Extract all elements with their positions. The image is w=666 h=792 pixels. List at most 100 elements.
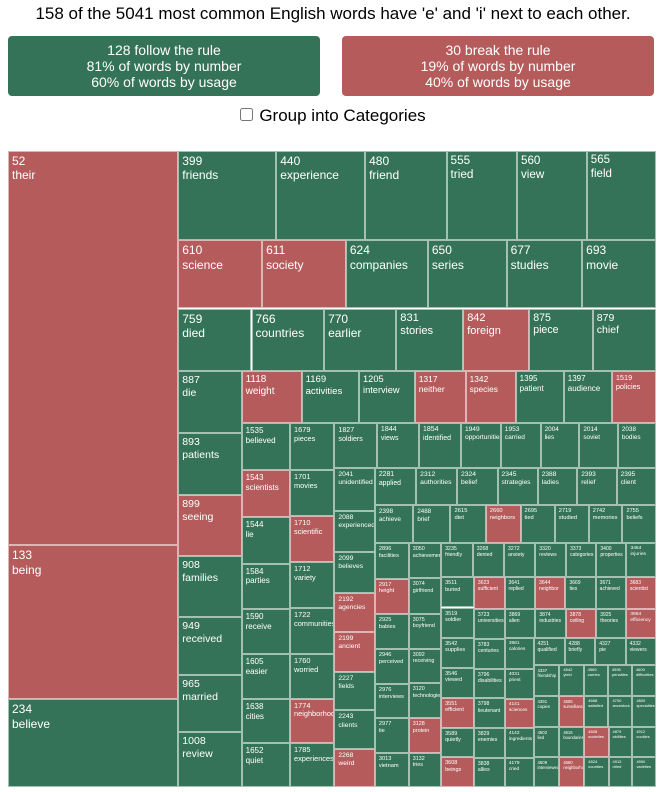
treemap-cell-piece[interactable]: 875 piece bbox=[529, 308, 593, 372]
treemap-cell-policies[interactable]: 1519 policies bbox=[611, 371, 656, 424]
treemap-cell-countries[interactable]: 766 countries bbox=[251, 308, 325, 372]
treemap-cell-families[interactable]: 908 families bbox=[178, 556, 242, 618]
treemap-cell-activities[interactable]: 1169 activities bbox=[301, 371, 360, 424]
treemap-cell-easier[interactable]: 1605 easier bbox=[241, 654, 291, 700]
treemap-cell-scientific[interactable]: 1710 scientific bbox=[290, 516, 335, 563]
treemap-cell-strategies[interactable]: 2345 strategies bbox=[497, 468, 538, 506]
treemap-cell-penalties[interactable]: 4595 penalties bbox=[607, 664, 632, 697]
treemap-cell-neighborhoods[interactable]: 4660neighborhoods bbox=[559, 756, 585, 787]
treemap-cell-facilities[interactable]: 2896 facilities bbox=[374, 543, 409, 579]
treemap-cell-boyfriend[interactable]: 3075 boyfriend bbox=[408, 613, 442, 649]
treemap-cell-science[interactable]: 610 science bbox=[178, 240, 263, 309]
treemap-cell-believed[interactable]: 1535 believed bbox=[241, 423, 291, 471]
treemap-cell-counties[interactable]: 4824 counties bbox=[584, 757, 609, 787]
treemap-cell-perceived[interactable]: 2946 perceived bbox=[374, 648, 409, 684]
treemap-cell-married[interactable]: 965 married bbox=[178, 675, 242, 733]
treemap-cell-ancestors[interactable]: 4700 ancestors bbox=[608, 696, 633, 728]
treemap-cell-calories[interactable]: 3981 calories bbox=[504, 638, 534, 669]
treemap-cell-experiences[interactable]: 1785 experiences bbox=[290, 742, 335, 787]
group-toggle[interactable]: Group into Categories bbox=[240, 106, 426, 125]
treemap-cell-agencies[interactable]: 2192 agencies bbox=[334, 593, 375, 633]
treemap-cell-weight[interactable]: 1118 weight bbox=[241, 371, 302, 424]
treemap-cell-friends[interactable]: 399 friends bbox=[178, 151, 277, 241]
treemap-cell-centuries[interactable]: 3783 centuries bbox=[473, 638, 505, 669]
treemap-cell-parties[interactable]: 1584 parties bbox=[241, 563, 291, 610]
treemap-cell-died[interactable]: 759 died bbox=[178, 308, 252, 372]
treemap-cell-being[interactable]: 133 being bbox=[8, 545, 179, 700]
treemap-cell-achievement[interactable]: 3050 achievement bbox=[408, 543, 442, 579]
treemap-cell-belief[interactable]: 2324 belief bbox=[456, 468, 498, 506]
treemap-cell-species[interactable]: 1342 species bbox=[465, 371, 516, 424]
treemap-cell-review[interactable]: 1008 review bbox=[178, 732, 242, 787]
treemap-cell-experienced[interactable]: 2088 experienced bbox=[334, 510, 375, 552]
treemap-cell-interview[interactable]: 1205 interview bbox=[359, 371, 415, 424]
treemap-cell-replied[interactable]: 3641 replied bbox=[504, 577, 535, 609]
treemap-cell-protein[interactable]: 3128 protein bbox=[408, 718, 442, 753]
treemap-cell-alien[interactable]: 3869 alien bbox=[504, 608, 536, 639]
treemap-cell-earlier[interactable]: 770 earlier bbox=[324, 308, 397, 372]
treemap-cell-beliefs[interactable]: 2755 beliefs bbox=[622, 505, 656, 544]
treemap-cell-achieve[interactable]: 2398 achieve bbox=[374, 505, 414, 544]
treemap-cell-brief[interactable]: 2488 brief bbox=[413, 505, 451, 544]
treemap-cell-friend[interactable]: 480 friend bbox=[365, 151, 447, 241]
treemap-cell-specialties[interactable]: 4800 specialties bbox=[632, 696, 656, 728]
treemap-cell-tried[interactable]: 555 tried bbox=[446, 151, 517, 241]
treemap-cell-reviews[interactable]: 3320 reviews bbox=[535, 543, 567, 578]
treemap-cell-efficient[interactable]: 3551 efficient bbox=[441, 697, 474, 728]
treemap-cell-properties[interactable]: 3400 properties bbox=[596, 543, 627, 578]
treemap-cell-believes[interactable]: 2099 believes bbox=[334, 551, 375, 593]
treemap-cell-interviewed[interactable]: 4509 interviewed bbox=[533, 756, 560, 787]
treemap-cell-foreign[interactable]: 842 foreign bbox=[463, 308, 530, 372]
treemap-cell-view[interactable]: 560 view bbox=[516, 151, 587, 241]
treemap-cell-lied[interactable]: 4502 lied bbox=[533, 726, 560, 757]
treemap-cell-companies[interactable]: 624 companies bbox=[345, 240, 428, 309]
treemap-cell-stories[interactable]: 831 stories bbox=[396, 308, 464, 372]
treemap-cell-receiving[interactable]: 3092 receiving bbox=[408, 648, 442, 684]
treemap-cell-denied[interactable]: 3268 denied bbox=[472, 543, 505, 578]
treemap-cell-anxiety[interactable]: 3272 anxiety bbox=[504, 543, 536, 578]
treemap-cell-soldier[interactable]: 3519 soldier bbox=[441, 607, 474, 638]
treemap-cell-movies[interactable]: 1701 movies bbox=[290, 470, 335, 517]
treemap-cell-experience[interactable]: 440 experience bbox=[276, 151, 366, 241]
treemap-cell-vietnam[interactable]: 3013 vietnam bbox=[374, 752, 409, 787]
treemap-cell-die[interactable]: 887 die bbox=[178, 371, 242, 434]
treemap-cell-studies[interactable]: 677 studies bbox=[506, 240, 583, 309]
treemap-cell-varieties[interactable]: 4990 varieties bbox=[632, 757, 656, 787]
treemap-cell-yield[interactable]: 4542 yield bbox=[559, 664, 584, 697]
treemap-cell-weird[interactable]: 2268 weird bbox=[334, 748, 375, 787]
treemap-cell-quietly[interactable]: 3589 quietly bbox=[441, 727, 474, 758]
treemap-cell-studied[interactable]: 2719 studied bbox=[554, 505, 589, 544]
treemap-cell-movie[interactable]: 693 movie bbox=[582, 240, 656, 309]
treemap-cell-satisfied[interactable]: 4668 satisfied bbox=[584, 696, 609, 728]
treemap-cell-client[interactable]: 2395 client bbox=[616, 468, 656, 506]
treemap-cell-neighborhood[interactable]: 1774neighborhood bbox=[290, 698, 335, 743]
treemap-cell-field[interactable]: 565 field bbox=[586, 151, 656, 241]
treemap-cell-patients[interactable]: 893 patients bbox=[178, 433, 242, 496]
treemap-cell-dried[interactable]: 4913 dried bbox=[608, 757, 633, 787]
treemap-cell-cried[interactable]: 4179 cried bbox=[504, 757, 534, 787]
treemap-cell-quiet[interactable]: 1652 quiet bbox=[241, 743, 291, 787]
treemap-cell-technologies[interactable]: 3120 technologies bbox=[408, 683, 442, 719]
treemap-cell-ancient[interactable]: 2199 ancient bbox=[334, 632, 375, 672]
treemap-cell-tied[interactable]: 2695 tied bbox=[520, 505, 555, 544]
treemap-cell-universities[interactable]: 3723 universities bbox=[473, 608, 505, 639]
treemap-cell-seeing[interactable]: 899 seeing bbox=[178, 495, 242, 557]
treemap-cell-viewed[interactable]: 3546 viewed bbox=[441, 667, 474, 698]
treemap-cell-pieces[interactable]: 1679 pieces bbox=[290, 423, 335, 471]
treemap-cell-cookies[interactable]: 4912 cookies bbox=[632, 727, 656, 758]
treemap-cell-allies[interactable]: 3838 allies bbox=[473, 757, 505, 787]
treemap-cell-theories[interactable]: 3925 theories bbox=[596, 608, 627, 639]
treemap-cell-scientist[interactable]: 3683 scientist bbox=[625, 577, 656, 609]
treemap-cell-series[interactable]: 650 series bbox=[427, 240, 507, 309]
treemap-cell-tries[interactable]: 3132 tries bbox=[408, 752, 442, 787]
treemap-cell-scientists[interactable]: 1543 scientists bbox=[241, 470, 291, 517]
treemap-cell-believe[interactable]: 234 believe bbox=[8, 699, 179, 787]
treemap-cell-lieutenant[interactable]: 3798 lieutenant bbox=[473, 698, 505, 729]
treemap-cell-ties[interactable]: 3669 ties bbox=[565, 577, 596, 609]
group-checkbox[interactable] bbox=[240, 108, 254, 122]
treemap-cell-patient[interactable]: 1395 patient bbox=[515, 371, 564, 424]
treemap-cell-identified[interactable]: 1854 identified bbox=[419, 423, 461, 469]
treemap-cell-injuries[interactable]: 3464 injuries bbox=[626, 543, 656, 578]
treemap-cell-lies[interactable]: 2004 lies bbox=[540, 423, 580, 469]
treemap-cell-carries[interactable]: 4569 carries bbox=[583, 664, 608, 697]
